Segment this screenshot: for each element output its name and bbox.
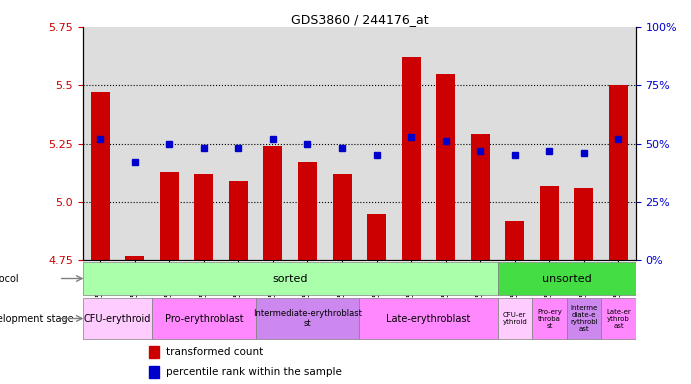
Text: percentile rank within the sample: percentile rank within the sample bbox=[166, 367, 342, 377]
Bar bbox=[332, 174, 352, 260]
Bar bbox=[436, 74, 455, 260]
Text: sorted: sorted bbox=[272, 273, 308, 283]
Bar bbox=[505, 220, 524, 260]
Bar bbox=[601, 298, 636, 339]
Bar bbox=[83, 298, 152, 339]
Bar bbox=[160, 172, 179, 260]
Text: CFU-erythroid: CFU-erythroid bbox=[84, 313, 151, 323]
Bar bbox=[498, 262, 636, 295]
Bar bbox=[532, 298, 567, 339]
Bar bbox=[471, 134, 490, 260]
Bar bbox=[263, 146, 283, 260]
Bar bbox=[298, 162, 317, 260]
Bar bbox=[401, 57, 421, 260]
Text: Pro-ery
throba
st: Pro-ery throba st bbox=[537, 308, 562, 328]
Text: Interme
diate-e
rythrobl
ast: Interme diate-e rythrobl ast bbox=[570, 305, 598, 332]
Text: unsorted: unsorted bbox=[542, 273, 591, 283]
Bar bbox=[194, 174, 214, 260]
Bar bbox=[574, 188, 594, 260]
Text: transformed count: transformed count bbox=[166, 347, 263, 357]
Bar bbox=[609, 85, 628, 260]
Bar bbox=[567, 298, 601, 339]
Bar bbox=[367, 214, 386, 260]
Text: Late-erythroblast: Late-erythroblast bbox=[386, 313, 471, 323]
Title: GDS3860 / 244176_at: GDS3860 / 244176_at bbox=[290, 13, 428, 26]
Bar bbox=[83, 262, 498, 295]
Bar bbox=[152, 298, 256, 339]
Bar bbox=[229, 181, 248, 260]
Bar bbox=[149, 366, 159, 378]
Bar bbox=[498, 298, 532, 339]
Text: Pro-erythroblast: Pro-erythroblast bbox=[164, 313, 243, 323]
Bar bbox=[359, 298, 498, 339]
Bar bbox=[540, 185, 559, 260]
Bar bbox=[149, 346, 159, 358]
Text: Late-er
ythrob
ast: Late-er ythrob ast bbox=[606, 308, 631, 328]
Bar bbox=[125, 255, 144, 260]
Text: development stage: development stage bbox=[0, 313, 74, 323]
Text: CFU-er
ythroid: CFU-er ythroid bbox=[502, 312, 527, 325]
Text: Intermediate-erythroblast
st: Intermediate-erythroblast st bbox=[253, 309, 362, 328]
Text: protocol: protocol bbox=[0, 273, 19, 283]
Bar bbox=[91, 92, 110, 260]
Bar bbox=[256, 298, 359, 339]
